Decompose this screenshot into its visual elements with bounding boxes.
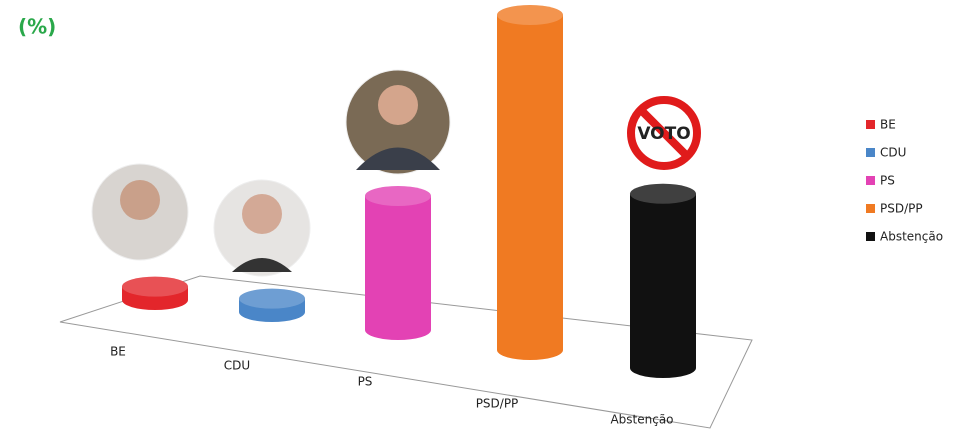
cylinder-body: [630, 194, 696, 378]
x-tick-label: CDU: [224, 359, 250, 373]
cylinder-top-shade: [497, 5, 563, 25]
photo-face: [120, 180, 160, 220]
cylinder-top-shade: [630, 184, 696, 204]
photo-face: [378, 85, 418, 125]
legend-label: PSD/PP: [880, 202, 923, 216]
legend-swatch: [866, 176, 875, 185]
legend-swatch: [866, 232, 875, 241]
legend-label: Abstenção: [880, 230, 943, 244]
chart-title: (%): [18, 15, 56, 39]
x-tick-label: Abstenção: [610, 413, 673, 427]
photo-face: [242, 194, 282, 234]
legend-label: PS: [880, 174, 895, 188]
legend-swatch: [866, 120, 875, 129]
cylinder-body: [497, 15, 563, 360]
legend-label: BE: [880, 118, 896, 132]
x-tick-label: PSD/PP: [476, 397, 519, 411]
cylinder-top-shade: [365, 186, 431, 206]
legend-label: CDU: [880, 146, 906, 160]
chart: (%) VOTO BE CDU PS PSD/PP Abstenção BE CDU PS PS…: [0, 0, 958, 431]
annotation: VOTO: [637, 124, 690, 144]
legend-swatch: [866, 148, 875, 157]
legend-swatch: [866, 204, 875, 213]
x-tick-label: BE: [110, 345, 126, 359]
cylinder-body: [365, 196, 431, 340]
x-tick-label: PS: [358, 375, 373, 389]
cylinder-top-shade: [122, 277, 188, 297]
cylinder-top-shade: [239, 289, 305, 309]
